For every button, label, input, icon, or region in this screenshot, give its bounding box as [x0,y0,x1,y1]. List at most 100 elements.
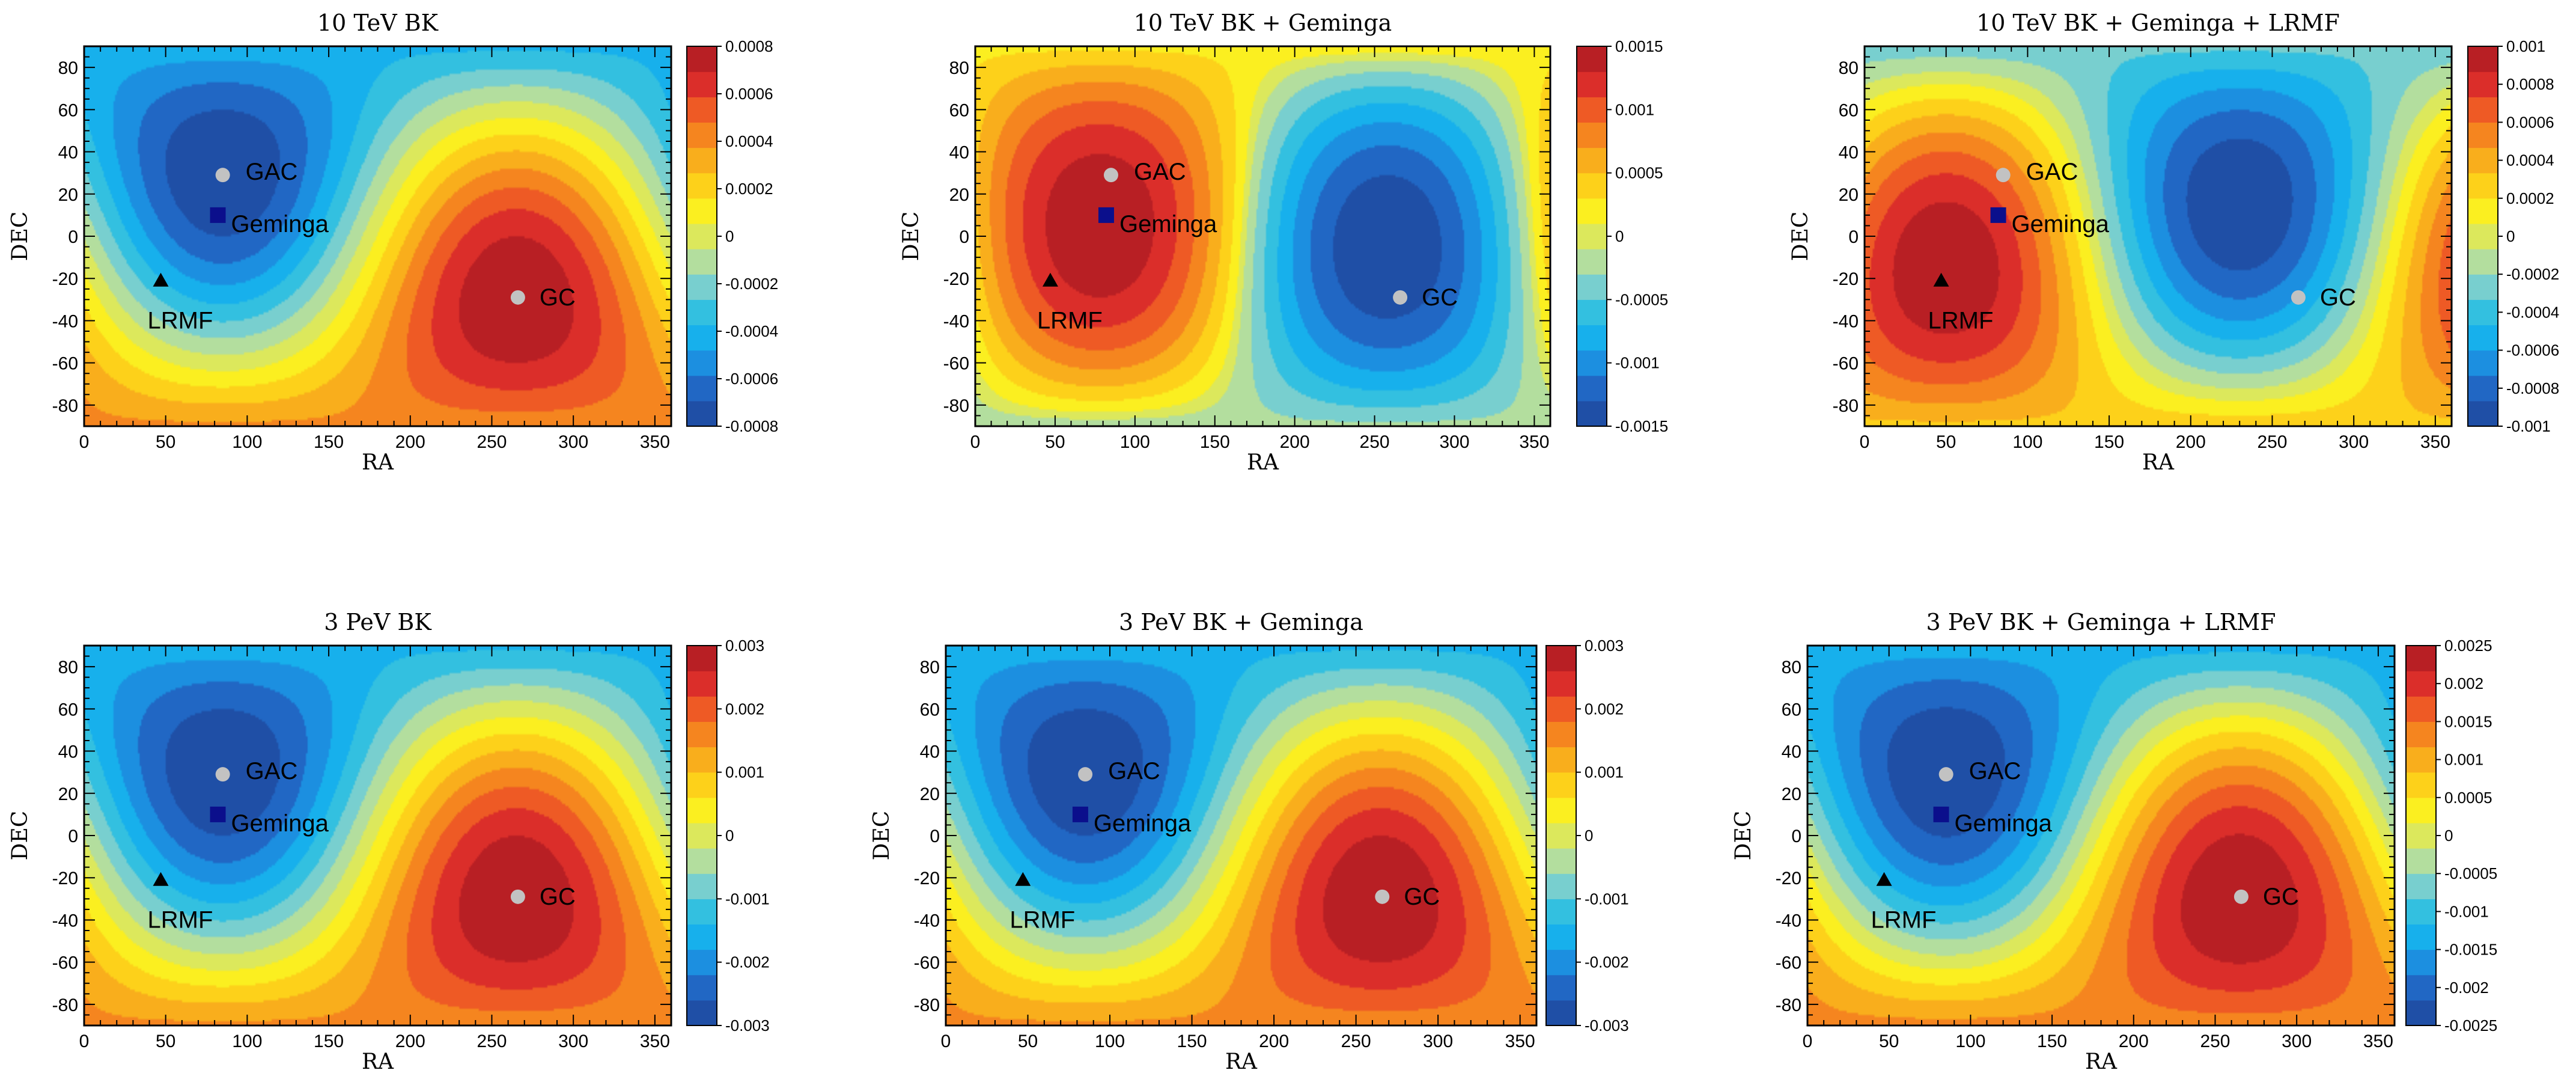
colorbar-tick-label: 0.001 [2444,751,2483,769]
x-axis-label: RA [2142,450,2175,475]
x-tick-label: 150 [2037,1031,2067,1051]
colorbar: 0.003 0.002 0.001 0 -0.001 -0.002 -0.003 [686,637,770,1035]
colorbar: 0.001 0.0008 0.0006 0.0004 0.0002 0 -0.0002 -0.… [2467,37,2559,435]
colorbar-band [2406,646,2436,671]
colorbar-band [1577,400,1607,427]
geminga-label: Geminga [1955,810,2053,837]
y-tick-label: 80 [58,658,78,677]
gac-label: GAC [1108,758,1160,784]
y-tick-label: -20 [1833,269,1859,289]
colorbar-tick-label: -0.0005 [1615,290,1668,308]
chart-title: 10 TeV BK + Geminga + LRMF [1976,10,2340,36]
colorbar-band [1546,974,1576,1001]
y-tick-label: -40 [52,311,78,331]
colorbar-band [1577,122,1607,148]
heatmap-field [946,646,1536,1025]
x-tick-label: 200 [395,1031,425,1051]
y-tick-label: 80 [920,658,940,677]
y-tick-label: 40 [949,143,969,163]
colorbar-tick-label: 0.0025 [2444,637,2492,655]
x-tick-label: 50 [1936,432,1956,452]
lrmf-marker [1933,272,1949,287]
geminga-label: Geminga [2012,211,2110,237]
colorbar-band [687,350,717,376]
x-tick-label: 200 [2119,1031,2149,1051]
colorbar-band [2468,299,2498,326]
geminga-label: Geminga [1119,211,1217,237]
colorbar-band [687,772,717,798]
x-tick-label: 300 [2282,1031,2312,1051]
colorbar-band [2406,949,2436,976]
colorbar-band [687,721,717,748]
colorbar-band [687,400,717,427]
y-axis-label: DEC [1788,212,1813,261]
colorbar-band [2406,721,2436,748]
colorbar-band [2406,696,2436,722]
colorbar-band [687,924,717,950]
colorbar-band [2406,974,2436,1001]
colorbar-band [2406,822,2436,849]
y-tick-label: 80 [1839,58,1859,78]
chart-title: 10 TeV BK + Geminga [1134,10,1392,36]
colorbar-tick-label: 0.0002 [725,180,773,198]
x-tick-label: 150 [314,432,344,452]
lrmf-label: LRMF [1928,308,1994,334]
colorbar-tick-label: -0.003 [1585,1016,1629,1035]
colorbar: 0.0015 0.001 0.0005 0 -0.0005 -0.001 -0.0015 [1576,37,1668,435]
y-tick-label: 0 [68,227,78,247]
gac-marker [1078,767,1093,782]
y-tick-label: 60 [58,100,78,120]
colorbar-tick-label: -0.0004 [2506,303,2559,321]
colorbar-tick-label: 0.001 [1585,763,1624,781]
y-tick-label: 40 [1839,143,1859,163]
y-axis-label: DEC [869,811,894,861]
colorbar-tick-label: -0.0015 [2444,941,2497,959]
colorbar-tick-label: -0.0002 [2506,265,2559,283]
colorbar-band [2468,46,2498,72]
colorbar-tick-label: 0 [1615,227,1624,245]
colorbar-tick-label: -0.001 [1615,354,1660,372]
gac-label: GAC [1134,159,1186,185]
colorbar-band [687,848,717,874]
colorbar-band [2406,848,2436,874]
colorbar-band [687,822,717,849]
colorbar: 0.003 0.002 0.001 0 -0.001 -0.002 -0.003 [1545,637,1629,1035]
lrmf-label: LRMF [1871,907,1937,934]
gac-marker [215,168,230,183]
gc-marker [510,889,525,904]
y-tick-label: 60 [1839,100,1859,120]
chart-panel-6: 0 50 100 150 200 250 300 350806040200-20-40-60-… [1731,609,2497,1074]
x-tick-label: 100 [1120,432,1150,452]
colorbar-band [1546,873,1576,899]
colorbar-band [687,274,717,300]
colorbar-band [687,122,717,148]
y-tick-label: 0 [1848,227,1859,247]
colorbar-band [2468,350,2498,376]
y-tick-label: -80 [1776,995,1801,1015]
gc-marker [1375,889,1390,904]
colorbar-tick-label: 0.0008 [2506,75,2554,93]
y-axis-label: DEC [8,212,32,261]
x-tick-label: 250 [1360,432,1390,452]
y-tick-label: 40 [920,742,940,762]
y-tick-label: 60 [1782,700,1801,720]
x-tick-label: 100 [2012,432,2042,452]
x-tick-label: 50 [1018,1031,1038,1051]
colorbar-tick-label: -0.0005 [2444,864,2497,882]
x-tick-label: 0 [970,432,981,452]
colorbar-band [1577,72,1607,97]
colorbar: 0.0008 0.0006 0.0004 0.0002 0 -0.0002 -0.0004 -… [686,37,778,435]
x-tick-label: 350 [1505,1031,1535,1051]
lrmf-marker [1015,872,1031,886]
x-tick-label: 150 [2094,432,2124,452]
colorbar-tick-label: -0.002 [725,953,770,971]
colorbar-tick-label: 0.002 [1585,700,1624,718]
x-tick-label: 200 [395,432,425,452]
colorbar-band [1546,772,1576,798]
colorbar-tick-label: 0.0002 [2506,189,2554,207]
gac-label: GAC [246,159,298,185]
x-tick-label: 350 [1519,432,1549,452]
colorbar-tick-label: 0.0006 [2506,113,2554,131]
chart-title: 3 PeV BK + Geminga + LRMF [1926,609,2276,635]
